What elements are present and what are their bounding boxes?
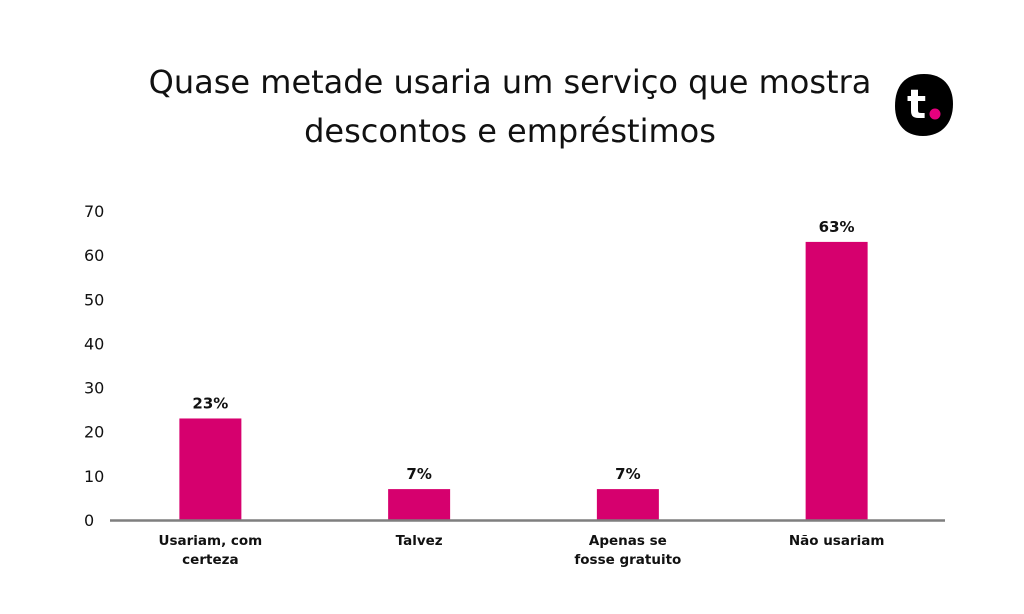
data-label: 7% bbox=[406, 465, 431, 483]
y-tick-label: 40 bbox=[84, 334, 104, 353]
y-tick-label: 30 bbox=[84, 379, 104, 398]
y-tick-label: 50 bbox=[84, 290, 104, 309]
bar bbox=[179, 418, 241, 520]
bar bbox=[388, 489, 450, 520]
data-label: 63% bbox=[819, 218, 855, 236]
x-tick-label: Apenas se bbox=[589, 533, 667, 549]
x-tick-label: Usariam, com bbox=[159, 533, 263, 549]
data-label: 23% bbox=[192, 394, 228, 412]
data-label: 7% bbox=[615, 465, 640, 483]
y-tick-label: 70 bbox=[84, 202, 104, 221]
y-tick-label: 10 bbox=[84, 467, 104, 486]
x-tick-label: Talvez bbox=[396, 533, 443, 549]
y-tick-label: 20 bbox=[84, 423, 104, 442]
bar bbox=[597, 489, 659, 520]
y-tick-label: 0 bbox=[84, 511, 94, 530]
y-tick-label: 60 bbox=[84, 246, 104, 265]
x-tick-label: Não usariam bbox=[789, 533, 885, 549]
x-tick-label: certeza bbox=[182, 552, 238, 568]
x-tick-label: fosse gratuito bbox=[574, 552, 681, 568]
bar bbox=[806, 242, 868, 520]
